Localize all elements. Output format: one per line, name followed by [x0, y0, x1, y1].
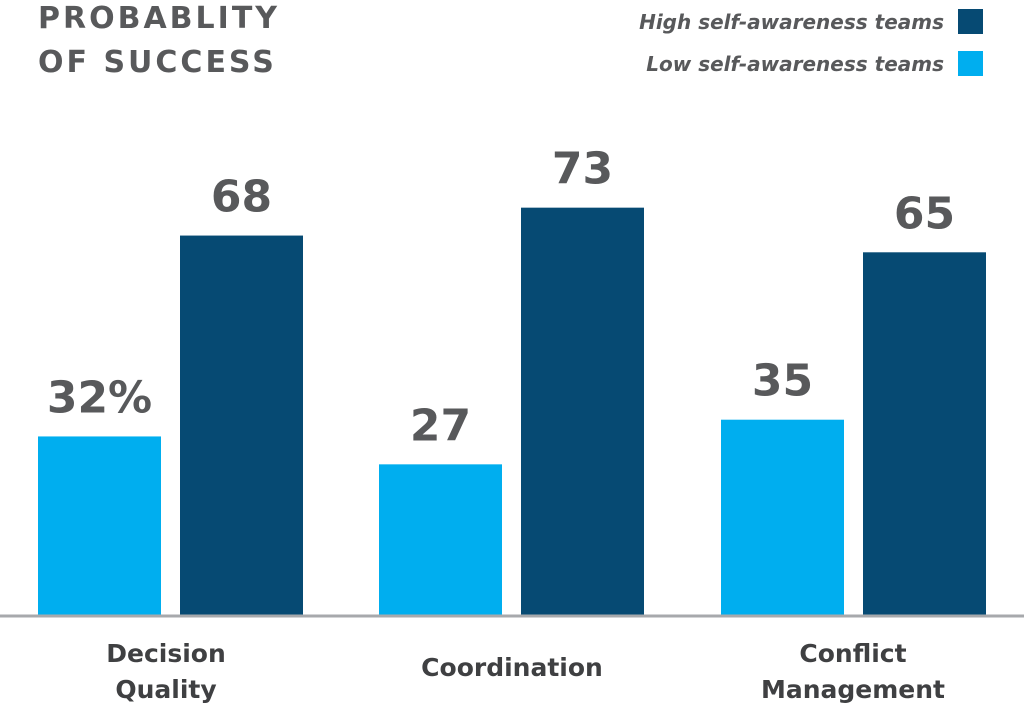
- bars: [38, 207, 986, 616]
- value-label-high-self-awareness-teams-decision-quality: 68: [211, 172, 272, 223]
- value-label-low-self-awareness-teams-conflict-management: 35: [752, 356, 813, 407]
- legend-label-high-self-awareness-teams: High self-awareness teams: [639, 10, 944, 34]
- chart-title-line-2: OF SUCCESS: [38, 45, 277, 80]
- category-label-conflict-management-line-2: Management: [761, 675, 945, 704]
- legend: High self-awareness teams Low self-awaren…: [639, 9, 983, 76]
- category-label-decision-quality-line-1: Decision: [106, 639, 226, 668]
- category-label-conflict-management-line-1: Conflict: [799, 639, 906, 668]
- category-label-decision-quality-line-2: Quality: [115, 675, 216, 704]
- category-label-coordination-line-1: Coordination: [421, 653, 603, 682]
- value-label-low-self-awareness-teams-coordination: 27: [410, 400, 471, 451]
- chart-title-line-1: PROBABLITY: [38, 1, 280, 36]
- legend-label-low-self-awareness-teams: Low self-awareness teams: [646, 52, 944, 76]
- value-label-high-self-awareness-teams-coordination: 73: [552, 144, 613, 195]
- category-labels: Decision Quality Coordination Conflict Manag…: [106, 639, 945, 704]
- legend-swatch-low-self-awareness-teams: [958, 51, 983, 76]
- chart-title: PROBABLITY OF SUCCESS: [38, 1, 280, 80]
- legend-swatch-high-self-awareness-teams: [958, 9, 983, 34]
- bar-high-self-awareness-teams-decision-quality: [180, 235, 303, 615]
- bar-low-self-awareness-teams-coordination: [379, 464, 502, 615]
- value-label-low-self-awareness-teams-decision-quality: 32%: [47, 372, 152, 423]
- bar-high-self-awareness-teams-coordination: [521, 207, 644, 615]
- value-labels: 32% 68 27 73 35 65: [47, 144, 955, 452]
- value-label-high-self-awareness-teams-conflict-management: 65: [894, 188, 955, 239]
- bar-low-self-awareness-teams-decision-quality: [38, 436, 161, 615]
- bar-low-self-awareness-teams-conflict-management: [721, 419, 844, 615]
- bar-high-self-awareness-teams-conflict-management: [863, 252, 986, 616]
